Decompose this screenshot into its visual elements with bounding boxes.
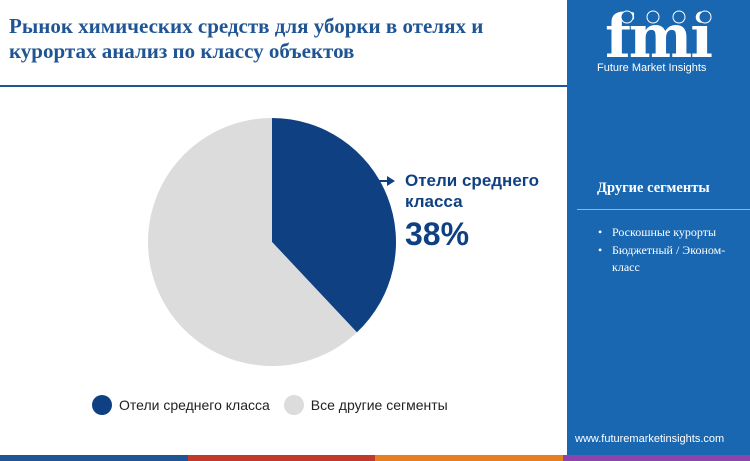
pie-chart bbox=[147, 117, 396, 366]
bottom-color-bar bbox=[0, 455, 750, 461]
callout-value: 38% bbox=[405, 216, 470, 252]
legend-label-other: Все другие сегменты bbox=[310, 397, 448, 413]
other-segments-list: Роскошные курорты Бюджетный / Эконом-кла… bbox=[596, 224, 746, 277]
legend-swatch-other bbox=[283, 395, 304, 415]
list-item: Бюджетный / Эконом-класс bbox=[596, 242, 746, 276]
legend-label-mid: Отели среднего класса bbox=[119, 397, 270, 413]
fmi-logo: fmi bbox=[605, 5, 714, 72]
title-divider bbox=[0, 85, 567, 87]
sidebar: fmi Future Market Insights Другие сегмен… bbox=[567, 0, 750, 455]
legend-swatch-mid bbox=[92, 395, 112, 415]
list-item: Роскошные курорты bbox=[596, 224, 746, 241]
legend-item-mid: Отели среднего класса bbox=[92, 395, 270, 415]
chart-legend: Отели среднего класса Все другие сегмент… bbox=[92, 395, 462, 415]
website-link[interactable]: www.futuremarketinsights.com bbox=[575, 433, 725, 445]
pie-slice-mid-class-hotels bbox=[272, 118, 396, 333]
legend-item-other: Все другие сегменты bbox=[283, 395, 448, 415]
other-segments-heading: Другие сегменты bbox=[597, 180, 710, 196]
logo-text: Future Market Insights bbox=[597, 62, 707, 74]
page-title: Рынок химических средств для уборки в от… bbox=[9, 14, 484, 63]
sidebar-divider bbox=[577, 209, 750, 210]
pie-slice-other-segments bbox=[147, 117, 357, 366]
callout-label: Отели среднего класса bbox=[405, 171, 540, 211]
callout-arrow-icon bbox=[377, 176, 395, 186]
